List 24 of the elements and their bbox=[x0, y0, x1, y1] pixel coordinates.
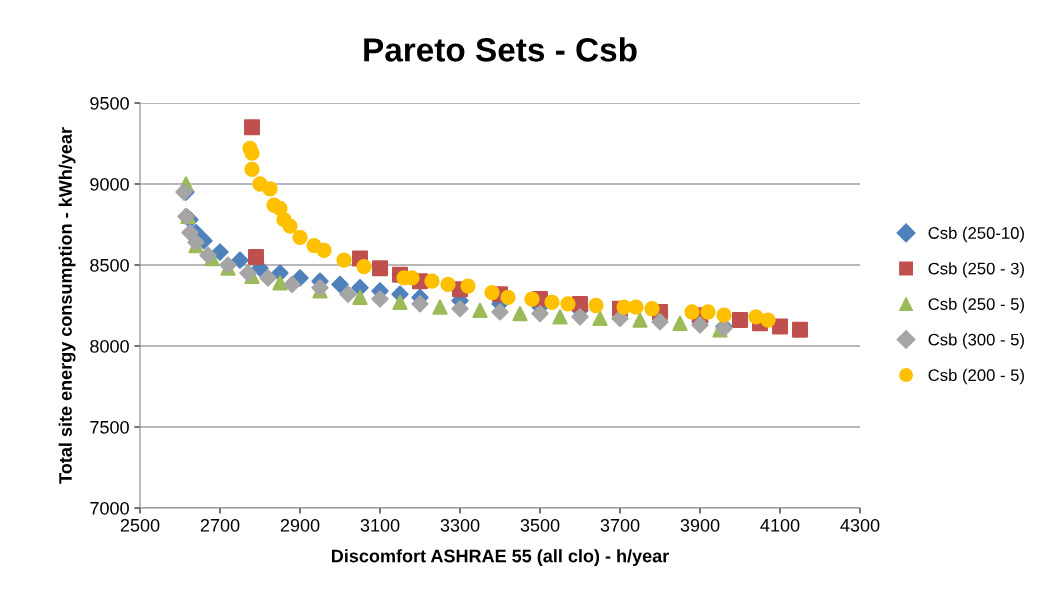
x-tick-label: 3700 bbox=[600, 518, 640, 532]
y-tick-label: 7500 bbox=[90, 420, 129, 434]
legend-label: Csb (250 - 5) bbox=[928, 297, 1024, 314]
y-tick-label: 8000 bbox=[90, 339, 129, 353]
legend-label: Csb (250-10) bbox=[928, 226, 1024, 243]
y-tick-label: 9000 bbox=[90, 177, 129, 191]
x-tick-label: 3900 bbox=[680, 518, 720, 532]
x-tick-label: 4100 bbox=[760, 518, 800, 532]
legend-label: Csb (200 - 5) bbox=[928, 368, 1024, 385]
legend-label: Csb (300 - 5) bbox=[928, 333, 1024, 349]
x-tick-label: 3500 bbox=[520, 518, 560, 532]
x-tick-label: 2500 bbox=[120, 518, 160, 532]
y-tick-label: 9500 bbox=[90, 96, 129, 110]
x-tick-label: 3300 bbox=[440, 518, 480, 532]
x-tick-label: 3100 bbox=[360, 518, 400, 532]
y-tick-label: 8500 bbox=[90, 258, 129, 272]
x-tick-label: 4300 bbox=[840, 518, 880, 532]
y-axis-title: Total site energy consumption - kWh/year bbox=[58, 127, 76, 484]
x-tick-label: 2700 bbox=[200, 518, 240, 532]
x-tick-label: 2900 bbox=[280, 518, 320, 532]
y-tick-label: 7000 bbox=[90, 501, 129, 515]
x-axis-title: Discomfort ASHRAE 55 (all clo) - h/year bbox=[331, 549, 669, 566]
chart-title: Pareto Sets - Csb bbox=[364, 37, 637, 62]
legend-label: Csb (250 - 3) bbox=[928, 262, 1024, 278]
